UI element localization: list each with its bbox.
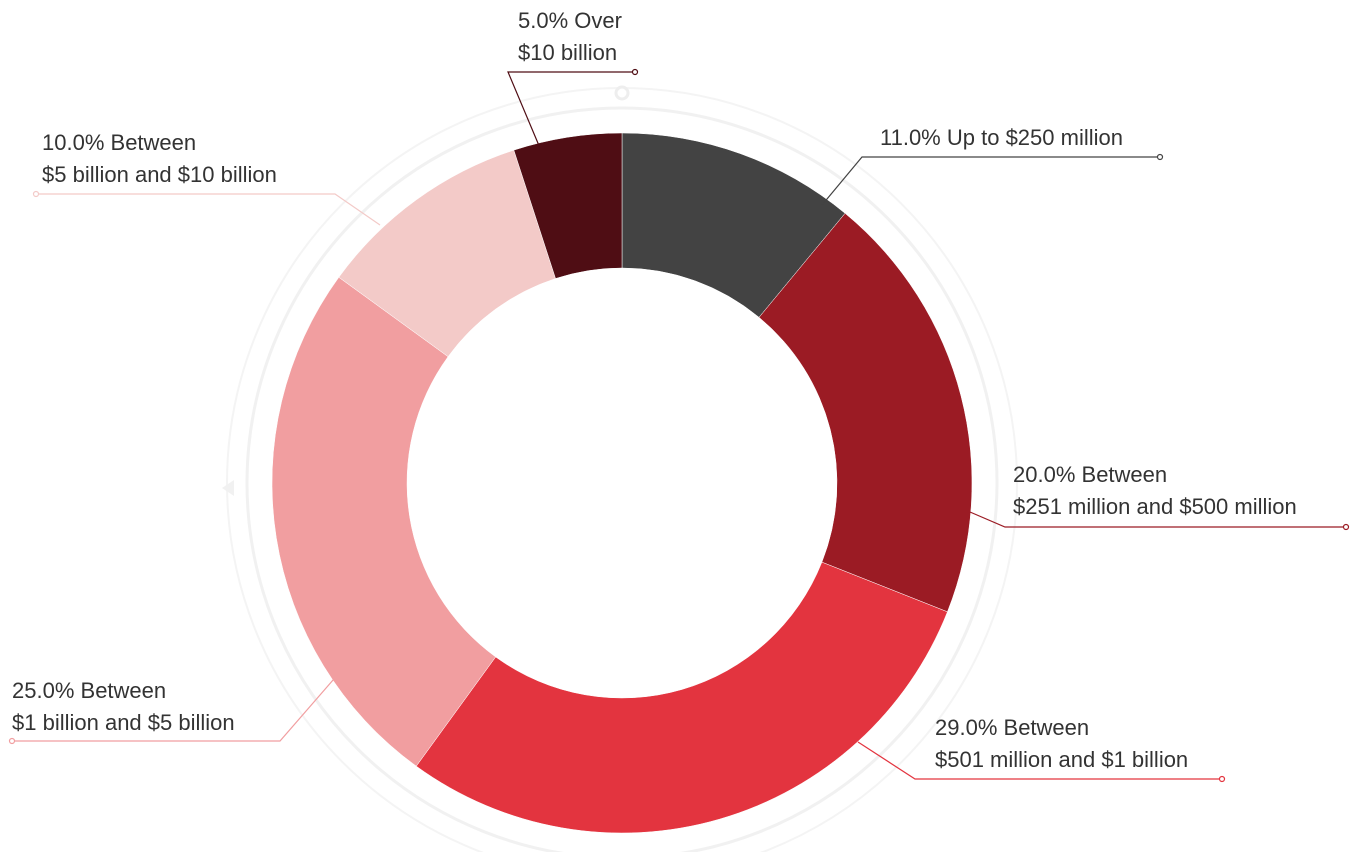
- slice-label: 20.0% Between $251 million and $500 mill…: [1013, 462, 1297, 519]
- leader-line: [969, 511, 1346, 528]
- value-label: 25.0%: [12, 678, 74, 703]
- decor-dot: [614, 85, 630, 101]
- leader-dot: [8, 737, 16, 745]
- slice: [513, 132, 623, 279]
- leader-dot: [32, 190, 40, 198]
- slice: [415, 561, 948, 834]
- value-label: 10.0%: [42, 130, 104, 155]
- leader-line: [36, 193, 381, 226]
- value-label: 5.0%: [518, 8, 568, 33]
- category-label: Between $501 million and $1 billion: [935, 715, 1188, 772]
- slice-label: 25.0% Between $1 billion and $5 billion: [12, 678, 235, 735]
- leader-line: [821, 156, 1160, 206]
- leader-line: [12, 671, 341, 742]
- decor-ring: [245, 106, 999, 852]
- value-label: 20.0%: [1013, 462, 1075, 487]
- slice-label: 10.0% Between $5 billion and $10 billion: [42, 130, 277, 187]
- slice-label: 11.0% Up to $250 million: [880, 125, 1123, 150]
- leader-dot: [1218, 775, 1226, 783]
- leader-line: [857, 741, 1222, 780]
- slice: [271, 276, 496, 767]
- leader-line: [507, 71, 635, 149]
- value-label: 11.0%: [880, 125, 941, 150]
- category-label: Up to $250 million: [947, 125, 1123, 150]
- slice: [758, 212, 973, 613]
- leader-dot: [631, 68, 639, 76]
- value-label: 29.0%: [935, 715, 997, 740]
- category-label: Over $10 billion: [518, 8, 628, 65]
- leader-dot: [1156, 153, 1164, 161]
- slice-label: 29.0% Between $501 million and $1 billio…: [935, 715, 1188, 772]
- slice-label: 5.0% Over $10 billion: [518, 8, 628, 65]
- category-label: Between $5 billion and $10 billion: [42, 130, 277, 187]
- category-label: Between $251 million and $500 million: [1013, 462, 1297, 519]
- category-label: Between $1 billion and $5 billion: [12, 678, 235, 735]
- decor-arrow: [222, 480, 234, 496]
- leader-dot: [1342, 523, 1350, 531]
